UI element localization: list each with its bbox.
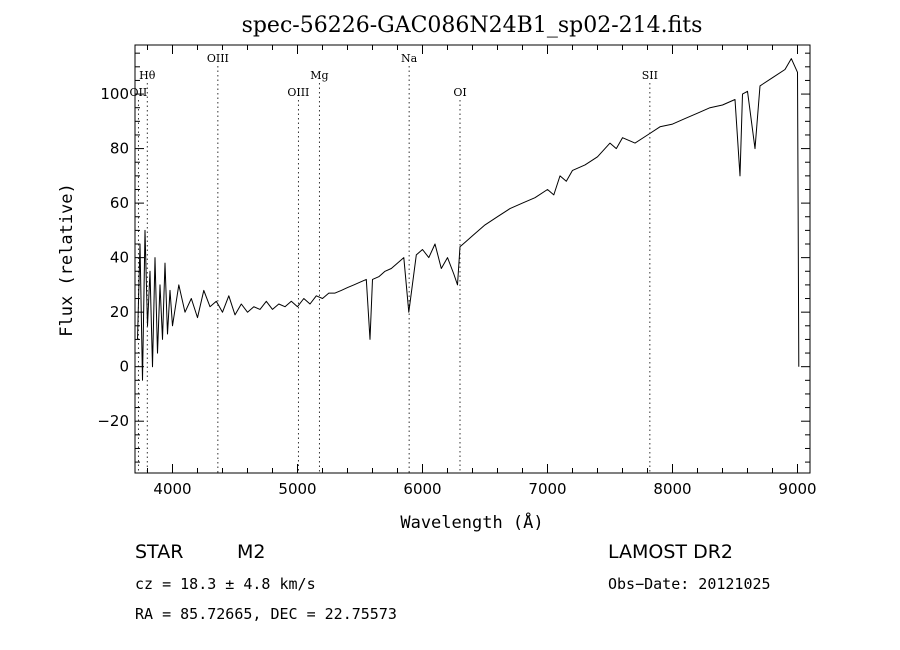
y-tick-label: 0 (119, 358, 129, 376)
observation-date: Obs−Date: 20121025 (608, 575, 771, 593)
x-tick-label: 7000 (528, 480, 566, 498)
x-tick-label: 8000 (653, 480, 691, 498)
spectral-line-label: OII (130, 86, 148, 99)
x-tick-label: 6000 (403, 480, 441, 498)
x-axis-label: Wavelength (Å) (400, 511, 543, 533)
y-tick-label: −20 (97, 412, 129, 430)
spectral-line-label: OIII (207, 52, 229, 65)
spectral-line-label: Hθ (139, 69, 156, 82)
spectral-line-label: Na (401, 52, 418, 65)
chart-title: spec-56226-GAC086N24B1_sp02-214.fits (242, 13, 703, 38)
spectrum-line (137, 58, 800, 381)
coordinates: RA = 85.72665, DEC = 22.75573 (135, 605, 397, 623)
x-tick-label: 5000 (278, 480, 316, 498)
redshift-velocity: cz = 18.3 ± 4.8 km/s (135, 575, 316, 593)
x-tick-label: 4000 (153, 480, 191, 498)
spectral-line-label: OI (453, 86, 466, 99)
spectral-line-label: Mg (310, 69, 328, 82)
y-tick-label: 40 (110, 249, 129, 267)
x-tick-label: 9000 (778, 480, 816, 498)
plot-area: 4000 5000 6000 7000 8000 9000 −20 0 20 40 60 80 100 H… (97, 44, 817, 498)
y-tick-label: 20 (110, 303, 129, 321)
y-tick-label: 60 (110, 194, 129, 212)
survey-name: LAMOST DR2 (608, 541, 733, 563)
plot-frame (134, 44, 811, 474)
object-class: STAR (135, 541, 183, 563)
y-axis-label: Flux (relative) (57, 183, 77, 337)
object-subclass: M2 (237, 541, 265, 563)
spectral-line-label: OIII (287, 86, 309, 99)
y-tick-label: 100 (100, 85, 129, 103)
spectral-line-label: SII (642, 69, 658, 82)
y-tick-label: 80 (110, 140, 129, 158)
